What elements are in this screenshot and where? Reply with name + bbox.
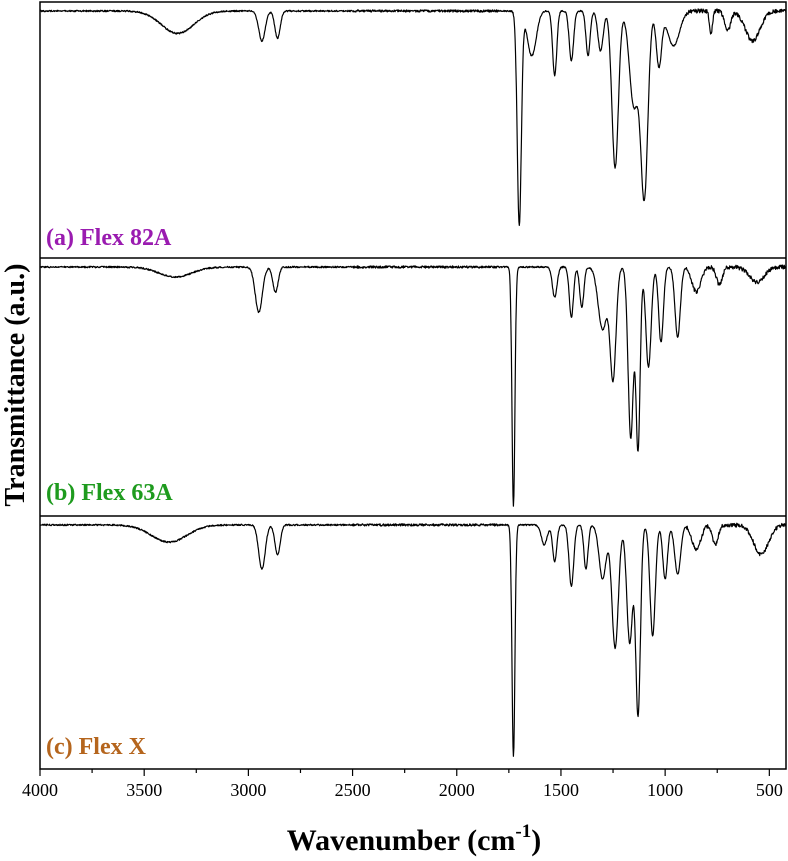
plot-frame [39, 1, 787, 770]
x-tick-label: 500 [756, 780, 783, 800]
x-tick-label: 1500 [543, 780, 579, 800]
spectra-traces [39, 8, 787, 757]
panel-label-2: (b) Flex 63A [46, 480, 173, 506]
x-tick-label: 3000 [230, 780, 266, 800]
x-tick-label: 3500 [126, 780, 162, 800]
x-tick-label: 1000 [647, 780, 683, 800]
x-tick-label: 2500 [335, 780, 371, 800]
panel-label-1: (a) Flex 82A [46, 225, 172, 251]
x-axis-title: Wavenumber (cm-1) [287, 821, 541, 857]
panel-labels: (a) Flex 82A (b) Flex 63A (c) Flex X [46, 225, 173, 760]
spectrum-line-3 [39, 522, 787, 757]
y-axis-title: Transmittance (a.u.) [0, 264, 31, 507]
spectrum-line-1 [39, 8, 787, 226]
x-tick-label: 4000 [22, 780, 58, 800]
x-axis-ticks: 4000 3500 3000 2500 2000 1500 1000 500 [22, 769, 783, 800]
spectrum-line-2 [39, 264, 787, 507]
x-tick-label: 2000 [439, 780, 475, 800]
panel-label-3: (c) Flex X [46, 734, 147, 760]
